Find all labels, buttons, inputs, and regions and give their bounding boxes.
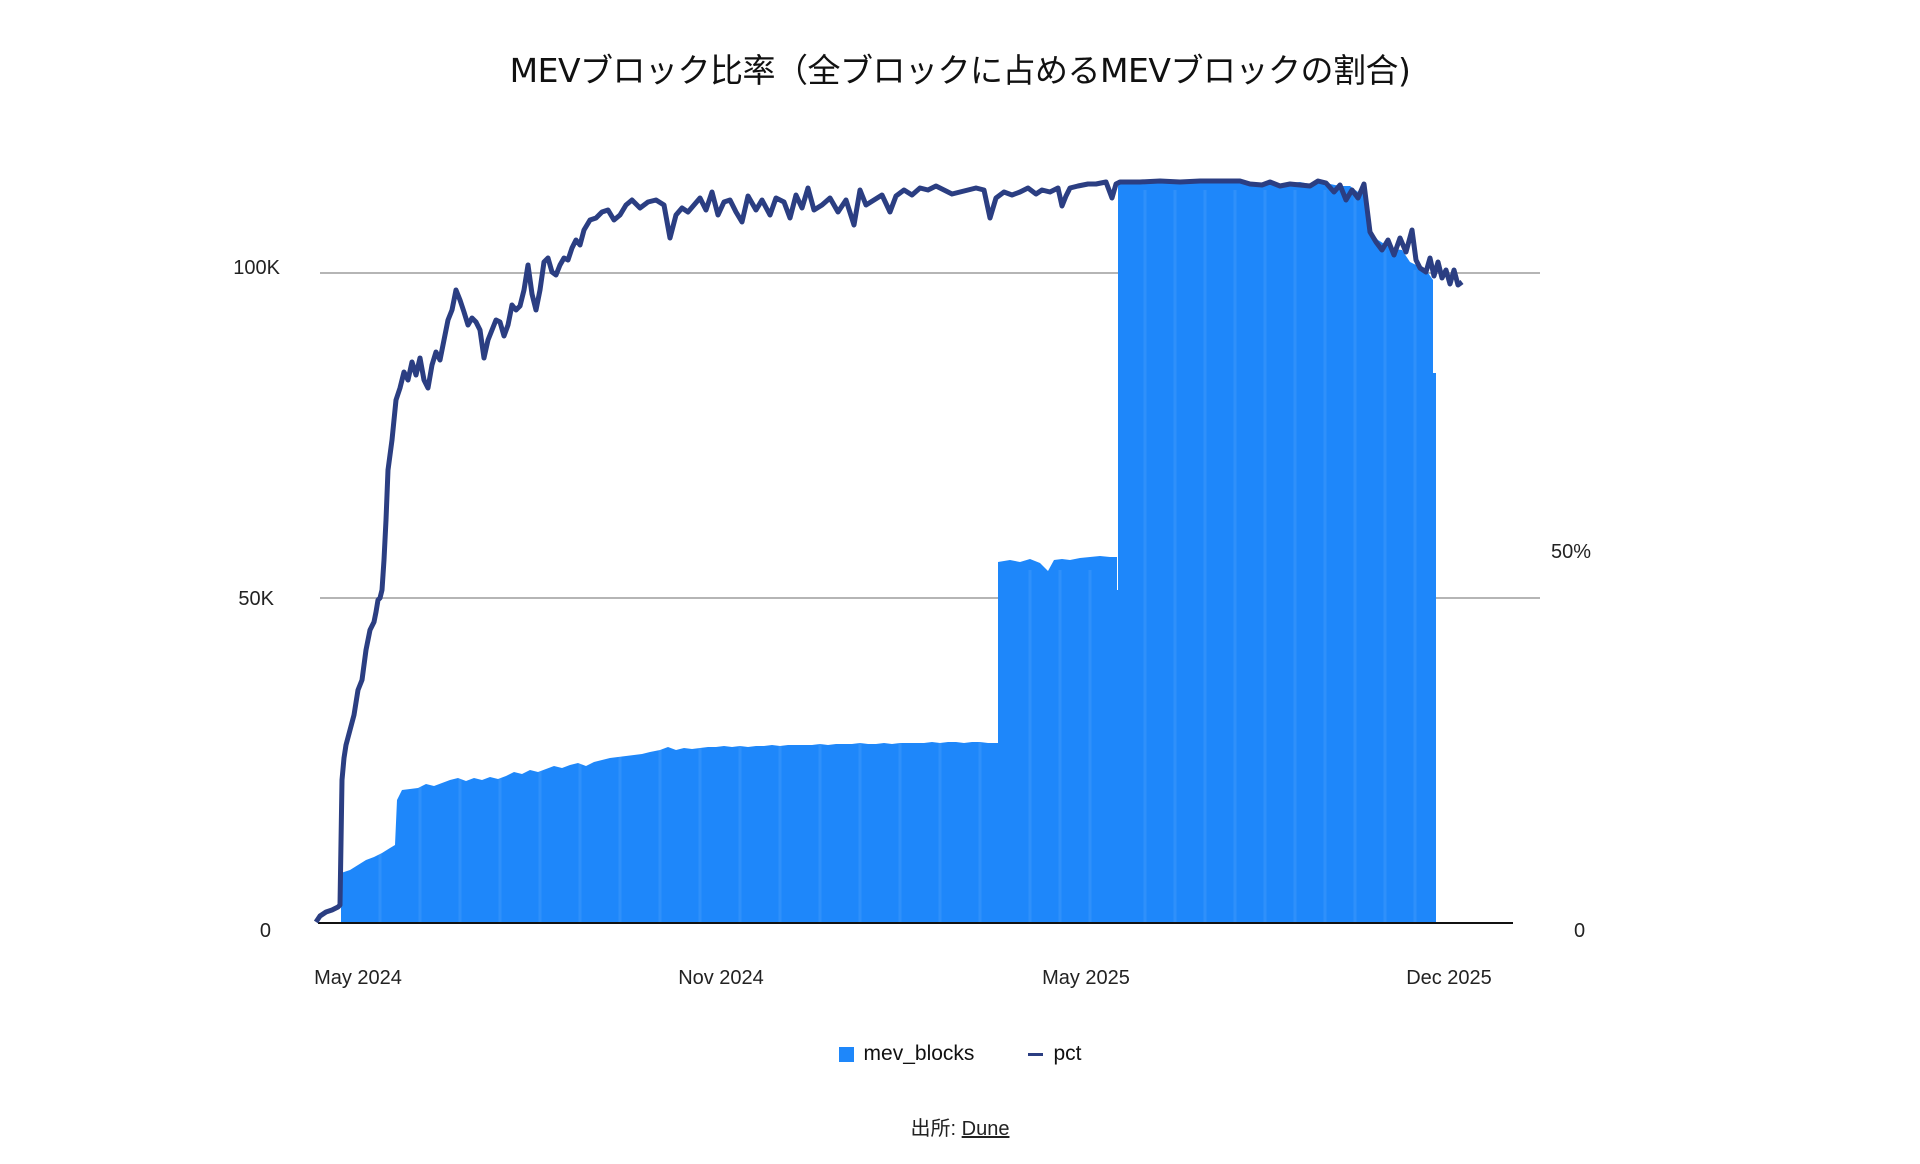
mev-blocks-bars: [341, 180, 1436, 923]
x-tick-nov-2024: Nov 2024: [678, 967, 764, 989]
source-prefix: 出所:: [910, 1118, 962, 1140]
source-link-dune[interactable]: Dune: [961, 1118, 1010, 1140]
y-left-tick-0: 0: [259, 920, 271, 942]
line-swatch-icon: [1028, 1052, 1044, 1056]
bar-separators: [378, 190, 1417, 923]
legend-label: pct: [1053, 1042, 1082, 1065]
legend-label: mev_blocks: [863, 1042, 975, 1065]
chart-title: MEVブロック比率（全ブロックに占めるMEVブロックの割合): [509, 51, 1411, 90]
x-tick-dec-2025: Dec 2025: [1406, 967, 1492, 989]
chart-legend: mev_blocks pct: [0, 1042, 1920, 1066]
pct-line: [313, 178, 1464, 924]
square-swatch-icon: [838, 1046, 854, 1062]
y-right-tick-0: 0: [1574, 920, 1586, 942]
legend-item-mev-blocks[interactable]: mev_blocks: [838, 1042, 975, 1066]
x-tick-may-2024: May 2024: [314, 967, 402, 989]
legend-item-pct[interactable]: pct: [1028, 1042, 1081, 1066]
x-tick-may-2025: May 2025: [1042, 967, 1130, 989]
source-note: 出所: Dune: [0, 1112, 1920, 1141]
y-left-tick-50k: 50K: [238, 588, 274, 610]
y-left-tick-100k: 100K: [233, 257, 280, 279]
y-right-tick-50pct: 50%: [1551, 541, 1592, 563]
